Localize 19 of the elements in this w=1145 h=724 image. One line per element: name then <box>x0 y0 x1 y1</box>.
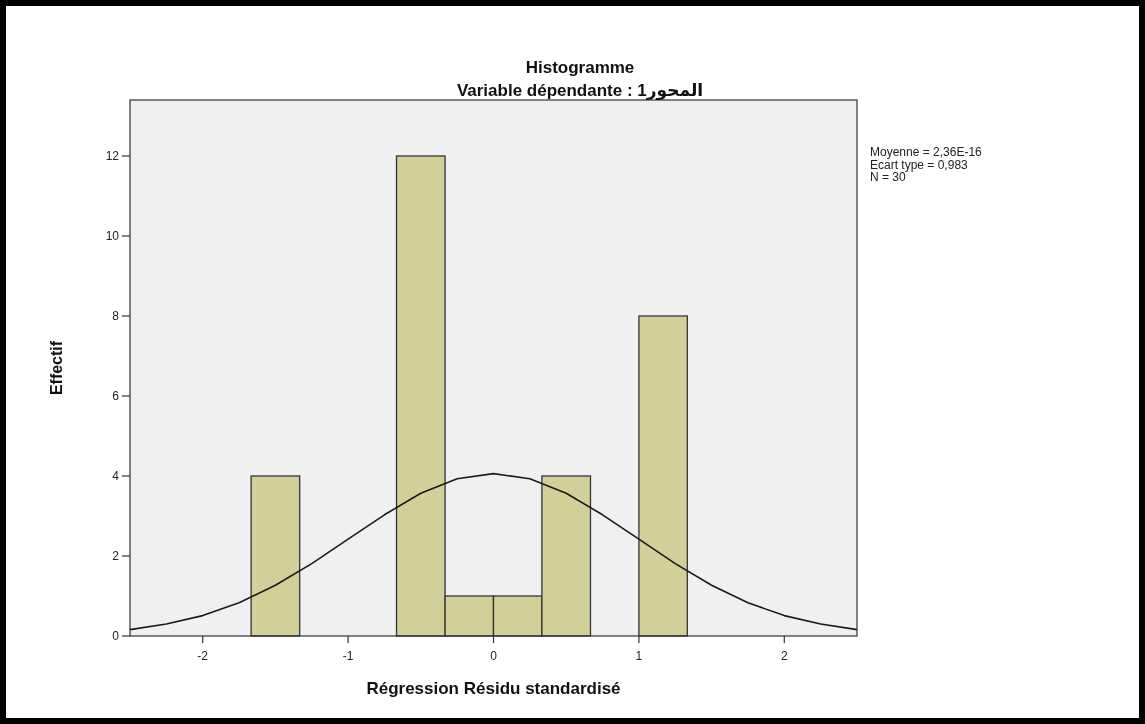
x-tick-label: -1 <box>342 649 354 663</box>
text: N = 30 <box>870 170 907 184</box>
y-tick-label: 4 <box>112 469 120 483</box>
x-tick-label: 2 <box>780 649 788 663</box>
y-axis-title: Effectif <box>48 340 65 396</box>
y-tick-label: 12 <box>105 149 120 163</box>
x-axis-title: Régression Résidu standardisé <box>366 679 621 698</box>
y-tick-label: 2 <box>112 549 120 563</box>
y-tick-label: 10 <box>105 229 120 243</box>
line-series <box>129 472 858 631</box>
x-tick-label: 1 <box>635 649 643 663</box>
y-tick-label: 6 <box>112 389 120 403</box>
text: Moyenne = 2,36E-16 <box>870 145 983 159</box>
y-tick-label: 0 <box>112 629 120 643</box>
y-tick-label: 8 <box>112 309 120 323</box>
chart-subtitle: Variable dépendante : المحور1 <box>456 81 704 101</box>
x-tick-label: 0 <box>490 649 498 663</box>
x-tick-label: -2 <box>197 649 209 663</box>
chart-title: Histogramme <box>525 58 635 77</box>
